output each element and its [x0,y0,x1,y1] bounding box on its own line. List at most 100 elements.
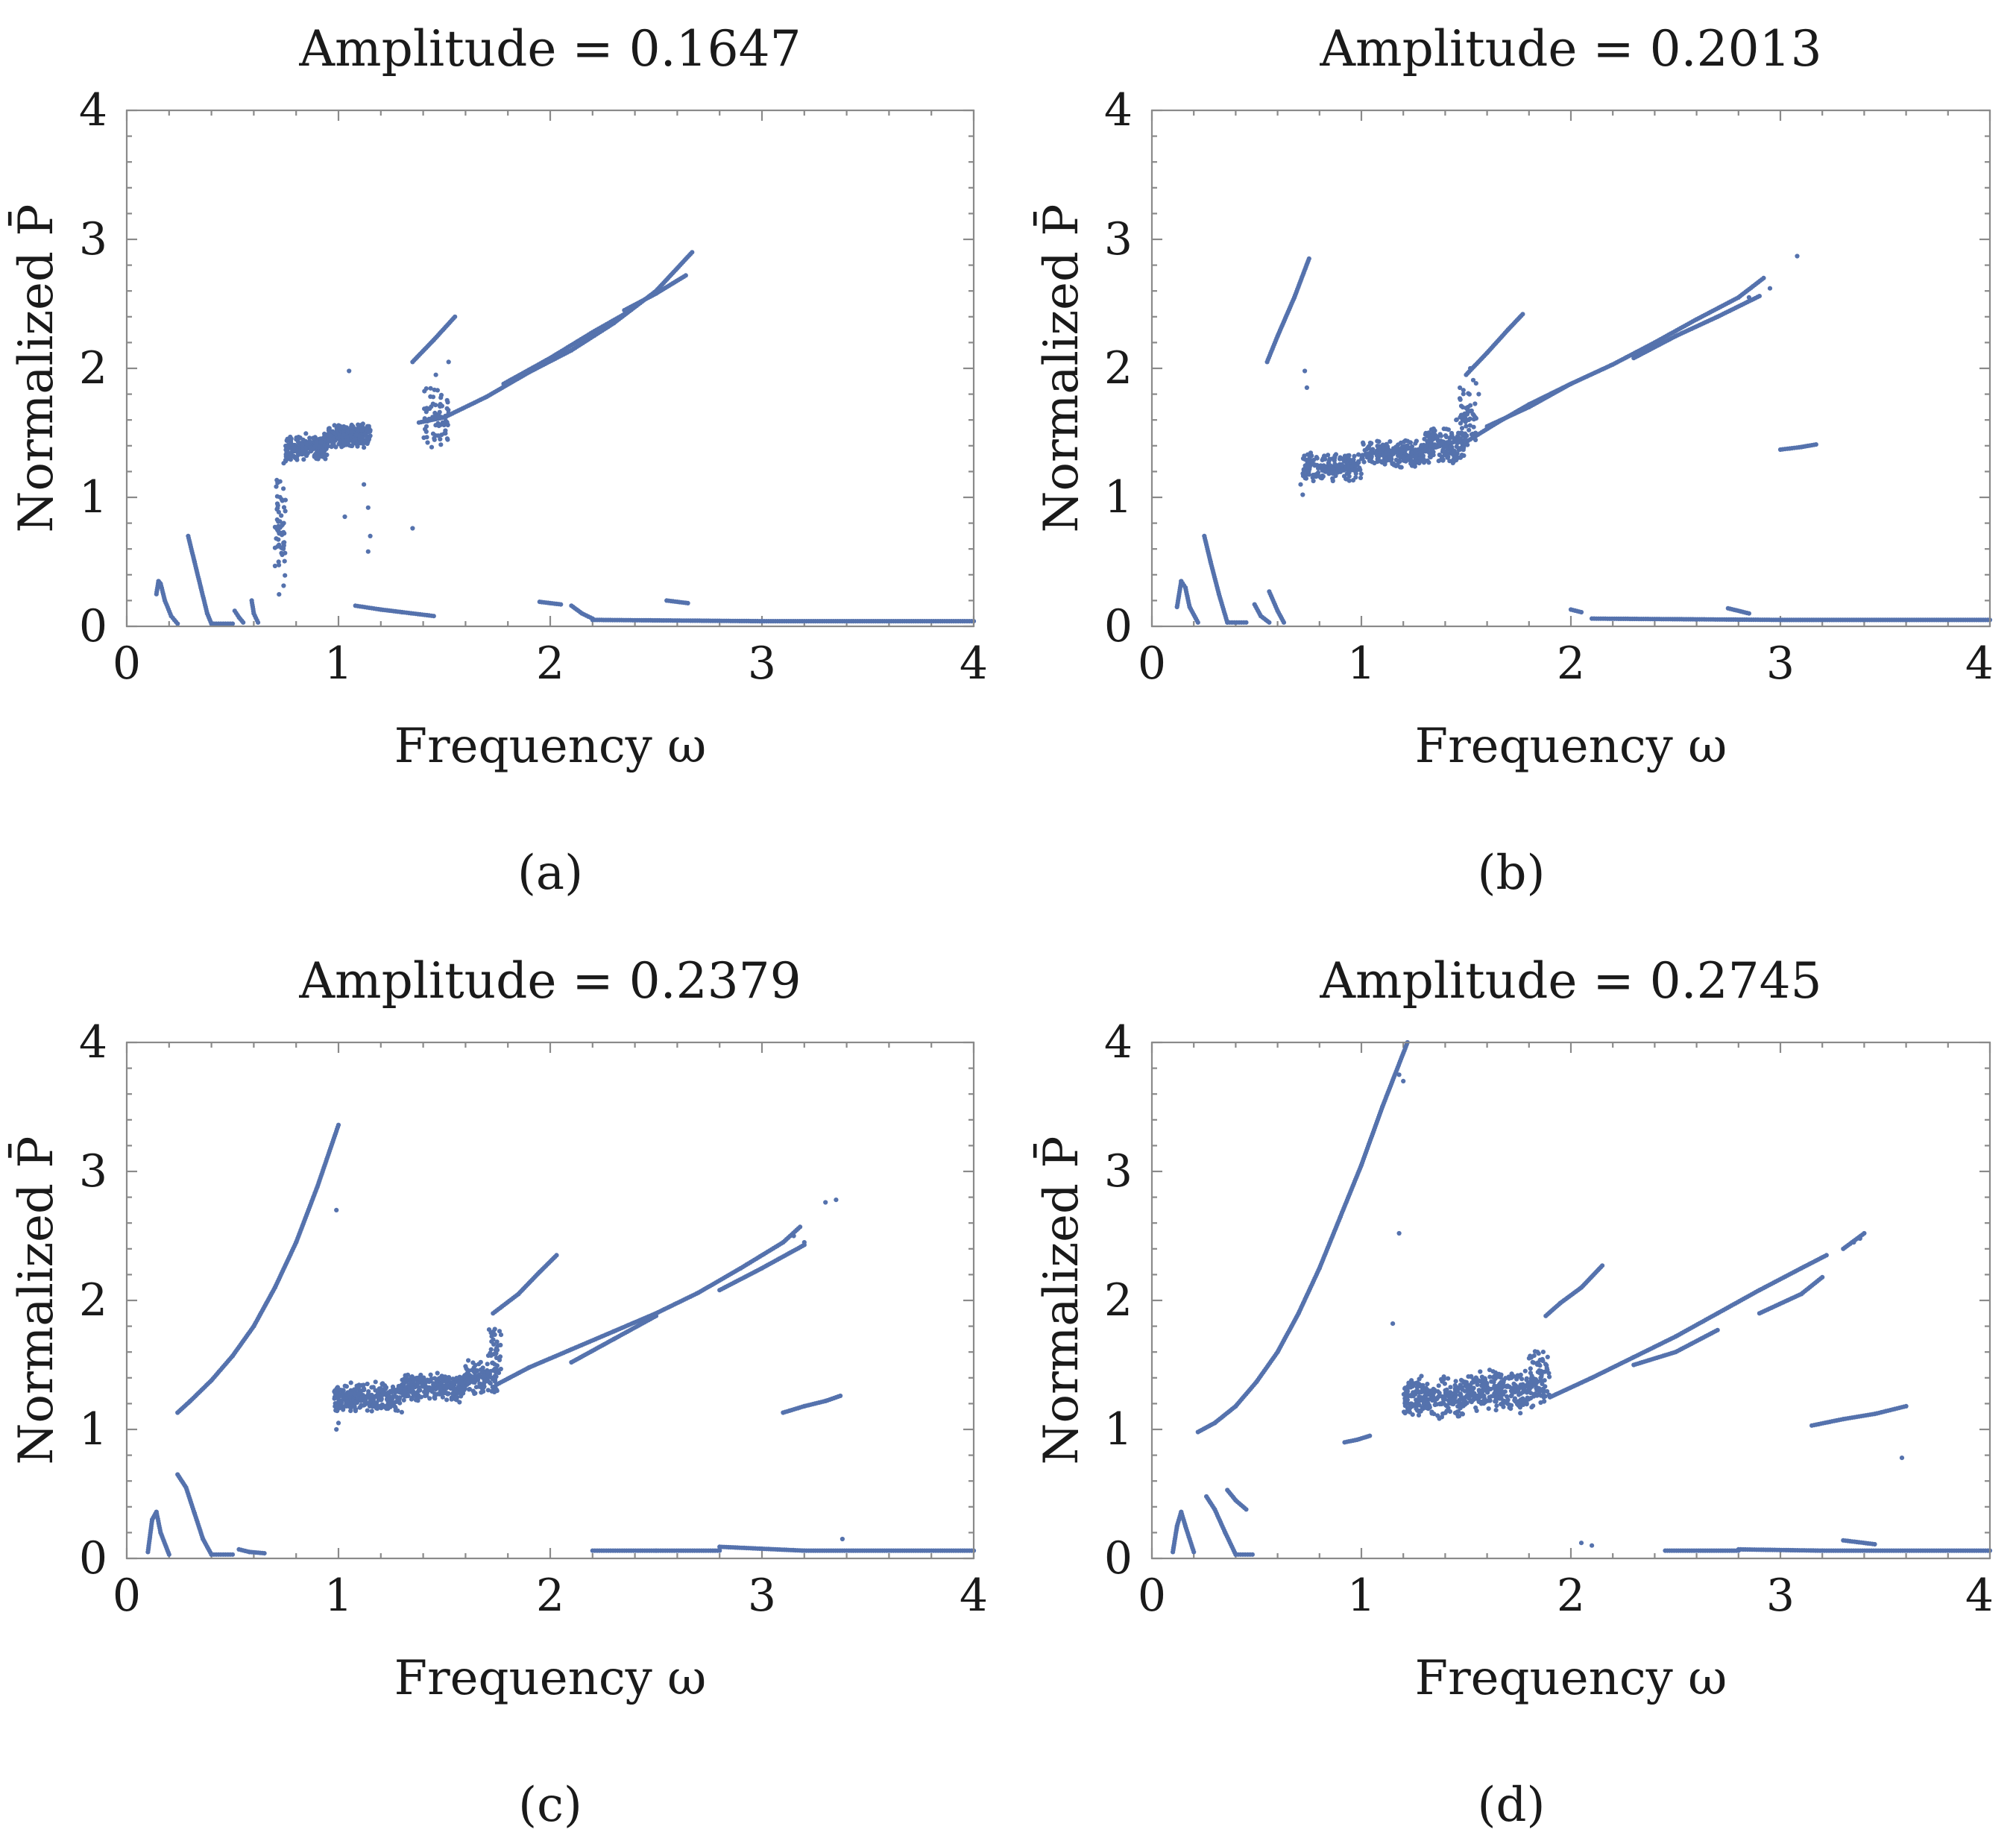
data-point [281,505,287,510]
data-point [1332,453,1338,459]
data-point [438,402,443,407]
data-point [494,1339,500,1344]
data-point [272,545,277,550]
panel-c-ytick-1: 1 [79,1403,107,1456]
panel-b-xtick-4: 4 [1965,638,1994,690]
data-point [791,1233,796,1239]
data-point [685,600,690,606]
data-point [1359,456,1364,462]
data-point [336,1420,341,1426]
data-point [438,392,444,397]
data-point [1438,457,1443,462]
data-point [256,620,261,625]
data-point [1568,381,1574,386]
data-point [421,1389,427,1394]
data-point [430,415,435,420]
data-point [1400,454,1406,459]
data-point [465,1376,470,1382]
data-point [294,457,300,462]
data-point [840,1536,845,1542]
data-point [1431,437,1436,442]
data-point [1250,1552,1255,1557]
data-point [359,428,365,433]
data-point [365,505,371,510]
data-point [354,1383,359,1388]
data-point [622,312,627,317]
data-point [1398,451,1403,456]
data-point [1361,459,1367,465]
data-point [334,1207,339,1212]
data-point [353,436,358,442]
panel-b-ytick-4: 4 [1104,84,1133,136]
data-point [438,442,444,447]
panel-a-xtick-3: 3 [748,638,776,690]
data-point [1578,609,1584,615]
data-point [1468,403,1473,408]
data-point [410,1376,415,1382]
data-point [276,509,281,515]
data-point [362,438,368,444]
data-point [362,1387,367,1392]
data-point [1369,447,1374,453]
data-point [347,368,352,374]
panel-a-ticks [125,109,975,628]
data-point [1438,433,1443,438]
data-point [338,1388,343,1393]
data-point [1473,381,1478,386]
data-point [307,438,312,444]
data-point [1795,254,1800,259]
data-point [1357,465,1362,471]
data-point [1401,444,1406,449]
data-point [717,1548,722,1553]
data-point [488,1330,494,1335]
data-point [355,444,360,449]
data-point [332,423,337,428]
panel-a-ytick-1: 1 [79,471,107,523]
panel-c-xtick-2: 2 [536,1570,564,1622]
data-point [362,1398,368,1404]
data-point [283,452,289,457]
data-point [281,544,286,550]
data-point [1427,454,1432,459]
data-point [1314,472,1319,477]
panel-a: Amplitude = 0.1647 0 1 2 3 4 0 1 2 3 4 F… [7,20,988,901]
data-point [241,620,246,625]
data-point [1408,446,1413,451]
data-point [1244,620,1249,625]
data-point [494,1355,500,1361]
data-point [1469,432,1475,437]
data-point [425,418,430,424]
data-point [436,1385,441,1391]
data-point [1408,440,1413,445]
data-point [1461,445,1467,450]
data-point [274,484,279,489]
data-point [437,409,442,415]
data-point [282,558,287,564]
data-point [345,1391,351,1397]
data-point [1391,462,1396,468]
data-point [334,1426,339,1432]
panel-b-title: Amplitude = 0.2013 [1319,20,1821,78]
data-point [485,1362,490,1367]
data-point [497,1354,503,1359]
data-point [344,434,350,439]
panel-b-xtick-0: 0 [1138,638,1166,690]
data-point [498,1332,504,1338]
data-point [404,1379,409,1384]
data-point [360,421,365,427]
data-point [443,418,448,424]
data-point [276,529,281,534]
data-point [392,1394,397,1399]
data-point [338,1398,344,1403]
data-point [305,450,310,456]
data-point [362,482,367,487]
data-point [1314,456,1320,461]
data-point [432,1376,438,1381]
data-point [446,411,451,416]
data-point [485,1379,491,1384]
data-point [393,1388,398,1393]
data-point [478,1359,483,1365]
data-point [272,563,277,569]
data-point [801,1240,807,1245]
data-point [276,559,281,564]
